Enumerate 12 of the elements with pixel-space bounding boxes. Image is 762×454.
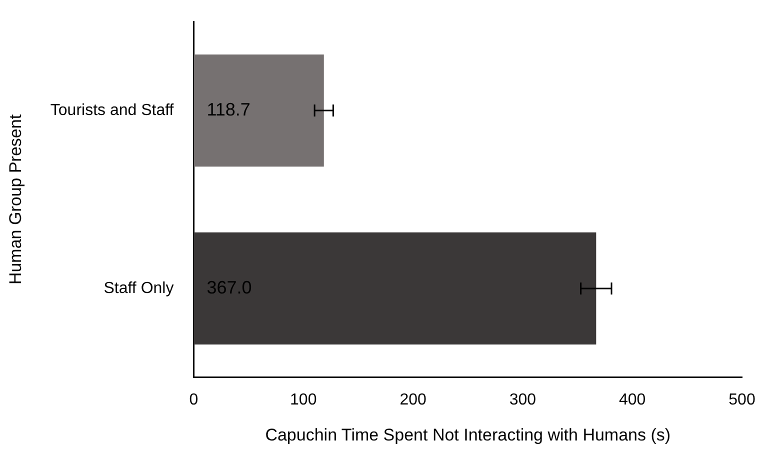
x-tick-label: 200 bbox=[400, 391, 426, 408]
x-tick-label: 0 bbox=[189, 391, 198, 408]
x-axis-title: Capuchin Time Spent Not Interacting with Humans (s) bbox=[265, 425, 671, 444]
x-tick-label: 100 bbox=[290, 391, 317, 408]
x-tick-label: 400 bbox=[618, 391, 646, 408]
y-tick-label: Staff Only bbox=[104, 280, 174, 297]
data-label: 118.7 bbox=[206, 100, 250, 120]
y-axis-title: Human Group Present bbox=[6, 114, 25, 285]
x-tick-label: 300 bbox=[509, 391, 536, 408]
y-tick-label: Tourists and Staff bbox=[50, 102, 174, 119]
data-label: 367.0 bbox=[206, 277, 252, 298]
x-tick-label: 500 bbox=[728, 391, 756, 408]
